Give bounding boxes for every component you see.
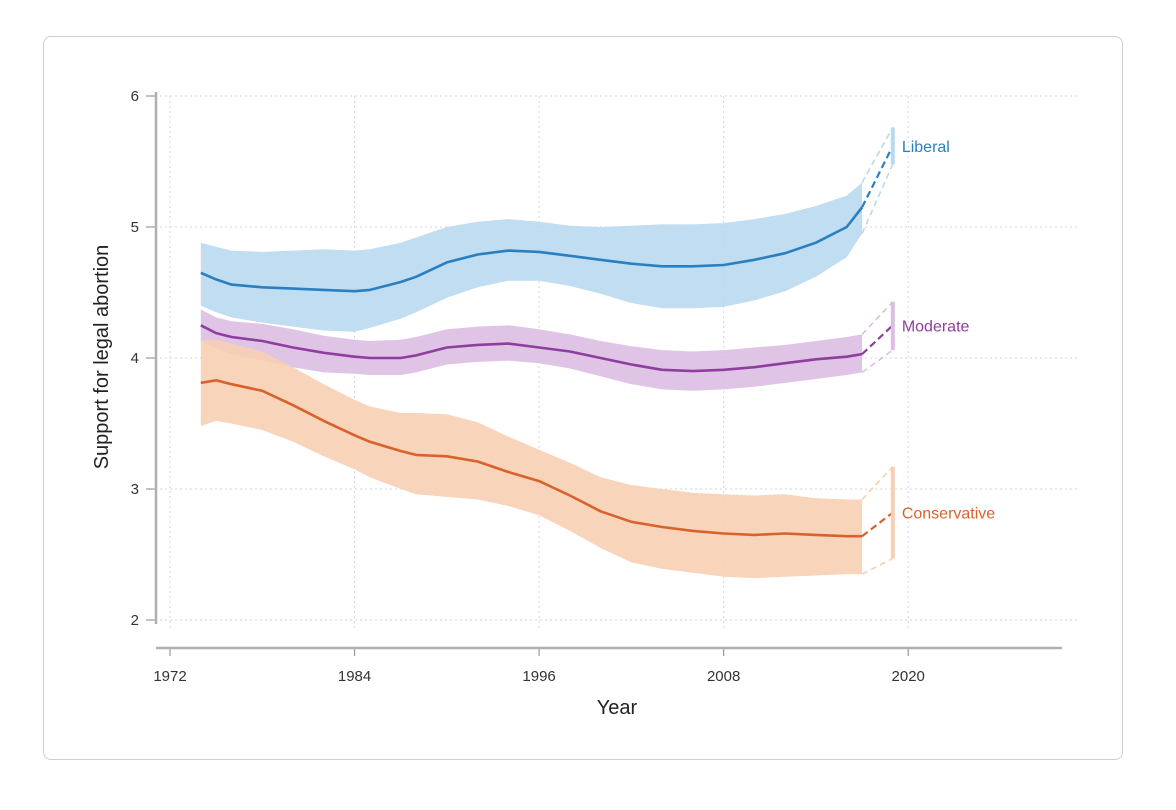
series-line-liberal [200,206,864,293]
series-lines [200,206,864,538]
confidence-band-liberal [200,182,863,332]
projection-lower-moderate [861,349,894,374]
projection-lower-liberal [861,163,894,234]
x-tick-label: 1984 [338,668,371,685]
projection-line-moderate [861,324,894,355]
projection-lower-conservative [861,557,894,575]
y-tick-label: 2 [131,612,139,629]
x-tick-label: 2008 [707,668,740,685]
y-tick-label: 5 [131,219,139,236]
projection-line-conservative [861,511,894,538]
projection-upper-moderate [861,301,894,335]
projection-line-liberal [861,145,894,208]
series-line-moderate [200,324,863,373]
series-line-conservative [200,379,863,538]
axes: 1972 1984 1996 2008 2020 2 3 4 5 6 [131,88,1062,685]
series-label-liberal: Liberal [902,139,950,156]
confidence-band-conservative [200,339,863,579]
x-tick-label: 2020 [892,668,925,685]
series-label-conservative: Conservative [902,506,995,523]
projection-upper-liberal [861,127,894,183]
projection-upper-conservative [861,466,894,501]
y-tick-label: 4 [131,350,139,367]
series-label-moderate: Moderate [902,318,970,335]
series-labels: Liberal Moderate Conservative [902,139,995,523]
x-tick-label: 1972 [153,668,186,685]
projections [861,127,895,575]
y-tick-label: 6 [131,88,139,105]
confidence-bands [200,182,863,579]
x-tick-label: 1996 [522,668,555,685]
y-tick-label: 3 [131,481,139,498]
y-axis-label: Support for legal abortion [91,245,113,470]
x-axis-label: Year [597,697,638,719]
